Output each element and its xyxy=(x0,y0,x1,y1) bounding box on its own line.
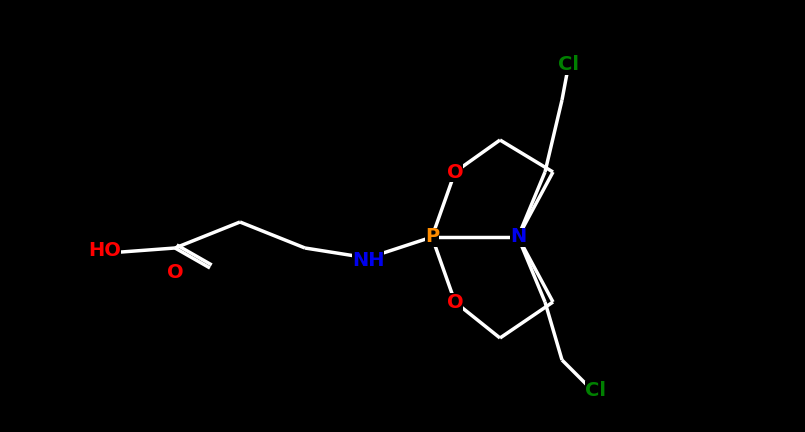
Text: NH: NH xyxy=(352,251,384,270)
Text: HO: HO xyxy=(89,241,122,260)
Text: O: O xyxy=(167,263,184,282)
Text: Cl: Cl xyxy=(584,381,605,400)
Text: N: N xyxy=(510,228,526,247)
Text: O: O xyxy=(447,162,464,181)
Text: P: P xyxy=(425,228,439,247)
Text: Cl: Cl xyxy=(558,55,579,74)
Text: O: O xyxy=(447,292,464,311)
